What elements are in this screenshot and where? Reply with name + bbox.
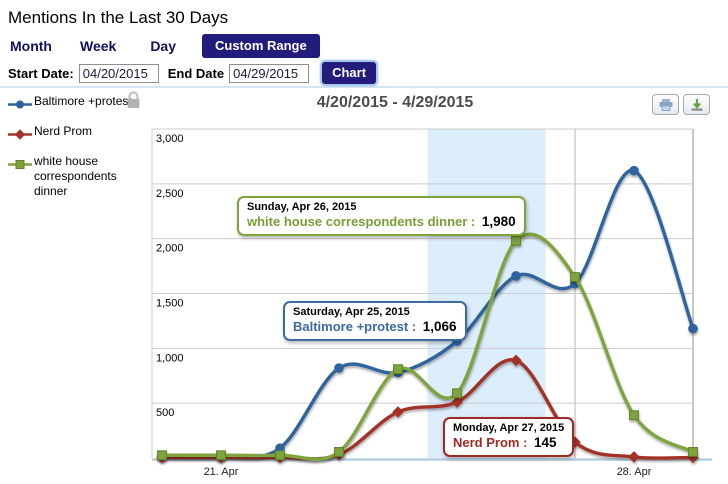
- y-axis-tick-label: 2,500: [156, 188, 184, 200]
- y-axis-tick-label: 2,000: [156, 243, 184, 255]
- legend-item-white-house-correspondents-dinner[interactable]: white house correspondents dinner: [8, 154, 138, 199]
- data-point-marker[interactable]: [452, 388, 462, 399]
- y-axis-tick-label: 500: [156, 407, 174, 419]
- legend-label: Baltimore +protest: [34, 94, 132, 108]
- page-title: Mentions In the Last 30 Days: [8, 8, 229, 27]
- data-point-marker[interactable]: [628, 451, 640, 463]
- end-date-input[interactable]: [229, 63, 310, 83]
- data-point-marker[interactable]: [275, 450, 285, 461]
- y-axis-tick-label: 1,500: [156, 298, 184, 310]
- data-point-marker[interactable]: [511, 271, 521, 281]
- tab-bar: Month Week Day Custom Range: [0, 32, 728, 60]
- tooltip-series-label: Baltimore +protest :: [293, 319, 420, 334]
- y-axis-tick-label: 1,000: [156, 352, 184, 364]
- chart-region: 3,000 2,500 2,000 1,500 1,000 500 21. Apr 28. A…: [0, 88, 728, 484]
- series-line: [160, 358, 695, 461]
- tab-custom-range[interactable]: Custom Range: [202, 34, 320, 58]
- chart-legend: Baltimore +protest Nerd Prom white house c…: [8, 94, 138, 208]
- end-date-label: End Date: [167, 65, 225, 81]
- legend-item-nerd-prom[interactable]: Nerd Prom: [8, 124, 138, 145]
- data-point-marker[interactable]: [216, 450, 226, 461]
- chart-toolbar: [652, 94, 710, 115]
- circle-marker-icon: [8, 94, 34, 115]
- tooltip-baltimore: Saturday, Apr 25, 2015 Baltimore +protes…: [283, 301, 467, 341]
- tab-week[interactable]: Week: [79, 38, 117, 54]
- download-icon[interactable]: [683, 94, 710, 115]
- tooltip-value: 145: [534, 435, 557, 450]
- x-axis-tick-label: 21. Apr: [204, 466, 239, 478]
- tooltip-value: 1,066: [422, 319, 457, 334]
- tooltip-nerdprom: Monday, Apr 27, 2015 Nerd Prom : 145: [443, 417, 575, 457]
- data-point-marker[interactable]: [393, 364, 403, 375]
- data-point-marker[interactable]: [510, 354, 522, 367]
- lock-icon[interactable]: [124, 91, 143, 113]
- legend-label: Nerd Prom: [34, 124, 93, 138]
- data-point-marker[interactable]: [629, 165, 639, 176]
- data-point-marker[interactable]: [334, 363, 344, 373]
- chart-title: 4/20/2015 - 4/29/2015: [316, 94, 474, 111]
- x-axis-tick-label: 28. Apr: [617, 466, 652, 478]
- legend-item-baltimore-protest[interactable]: Baltimore +protest: [8, 94, 138, 115]
- tooltip-series-label: Nerd Prom :: [453, 435, 532, 450]
- diamond-marker-icon: [8, 124, 34, 145]
- square-marker-icon: [8, 154, 34, 175]
- tooltip-date: Saturday, Apr 25, 2015: [293, 306, 410, 318]
- data-point-marker[interactable]: [570, 272, 580, 282]
- data-point-marker[interactable]: [511, 235, 521, 246]
- date-controls-bar: Start Date: End Date Chart: [0, 60, 728, 88]
- tooltip-series-label: white house correspondents dinner :: [247, 214, 479, 229]
- data-point-marker[interactable]: [688, 447, 698, 457]
- start-date-label: Start Date:: [8, 65, 74, 81]
- data-point-marker[interactable]: [688, 323, 698, 334]
- print-icon[interactable]: [652, 94, 679, 115]
- series-white-house-correspondents-dinner: [157, 232, 698, 461]
- data-point-marker[interactable]: [629, 410, 639, 421]
- tab-month[interactable]: Month: [10, 38, 52, 54]
- line-chart-plot: 3,000 2,500 2,000 1,500 1,000 500 21. Apr 28. A…: [151, 128, 712, 478]
- y-axis-tick-label: 3,000: [156, 133, 184, 145]
- tab-day[interactable]: Day: [150, 38, 176, 54]
- chart-button[interactable]: Chart: [320, 60, 379, 86]
- start-date-input[interactable]: [78, 63, 159, 83]
- data-point-marker[interactable]: [392, 406, 404, 418]
- tooltip-value: 1,980: [481, 214, 516, 229]
- tooltip-whcd: Sunday, Apr 26, 2015 white house corresp…: [237, 196, 526, 236]
- tooltip-date: Sunday, Apr 26, 2015: [247, 201, 357, 213]
- data-point-marker[interactable]: [334, 447, 344, 457]
- data-point-marker[interactable]: [451, 396, 463, 408]
- data-point-marker[interactable]: [157, 450, 167, 461]
- tooltip-date: Monday, Apr 27, 2015: [453, 422, 565, 434]
- legend-label: white house correspondents dinner: [34, 154, 117, 198]
